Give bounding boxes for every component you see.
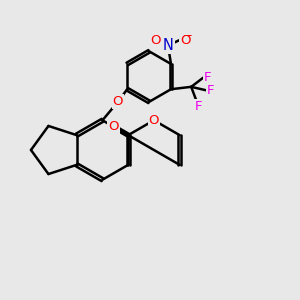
Text: F: F	[194, 100, 202, 113]
Text: O: O	[150, 34, 161, 47]
Text: F: F	[204, 71, 212, 84]
Text: N: N	[163, 38, 173, 53]
Text: O: O	[180, 34, 191, 47]
Text: O: O	[112, 95, 123, 108]
Text: O: O	[108, 120, 119, 133]
Text: O: O	[149, 114, 159, 127]
Text: F: F	[207, 84, 214, 97]
Text: −: −	[183, 29, 193, 42]
